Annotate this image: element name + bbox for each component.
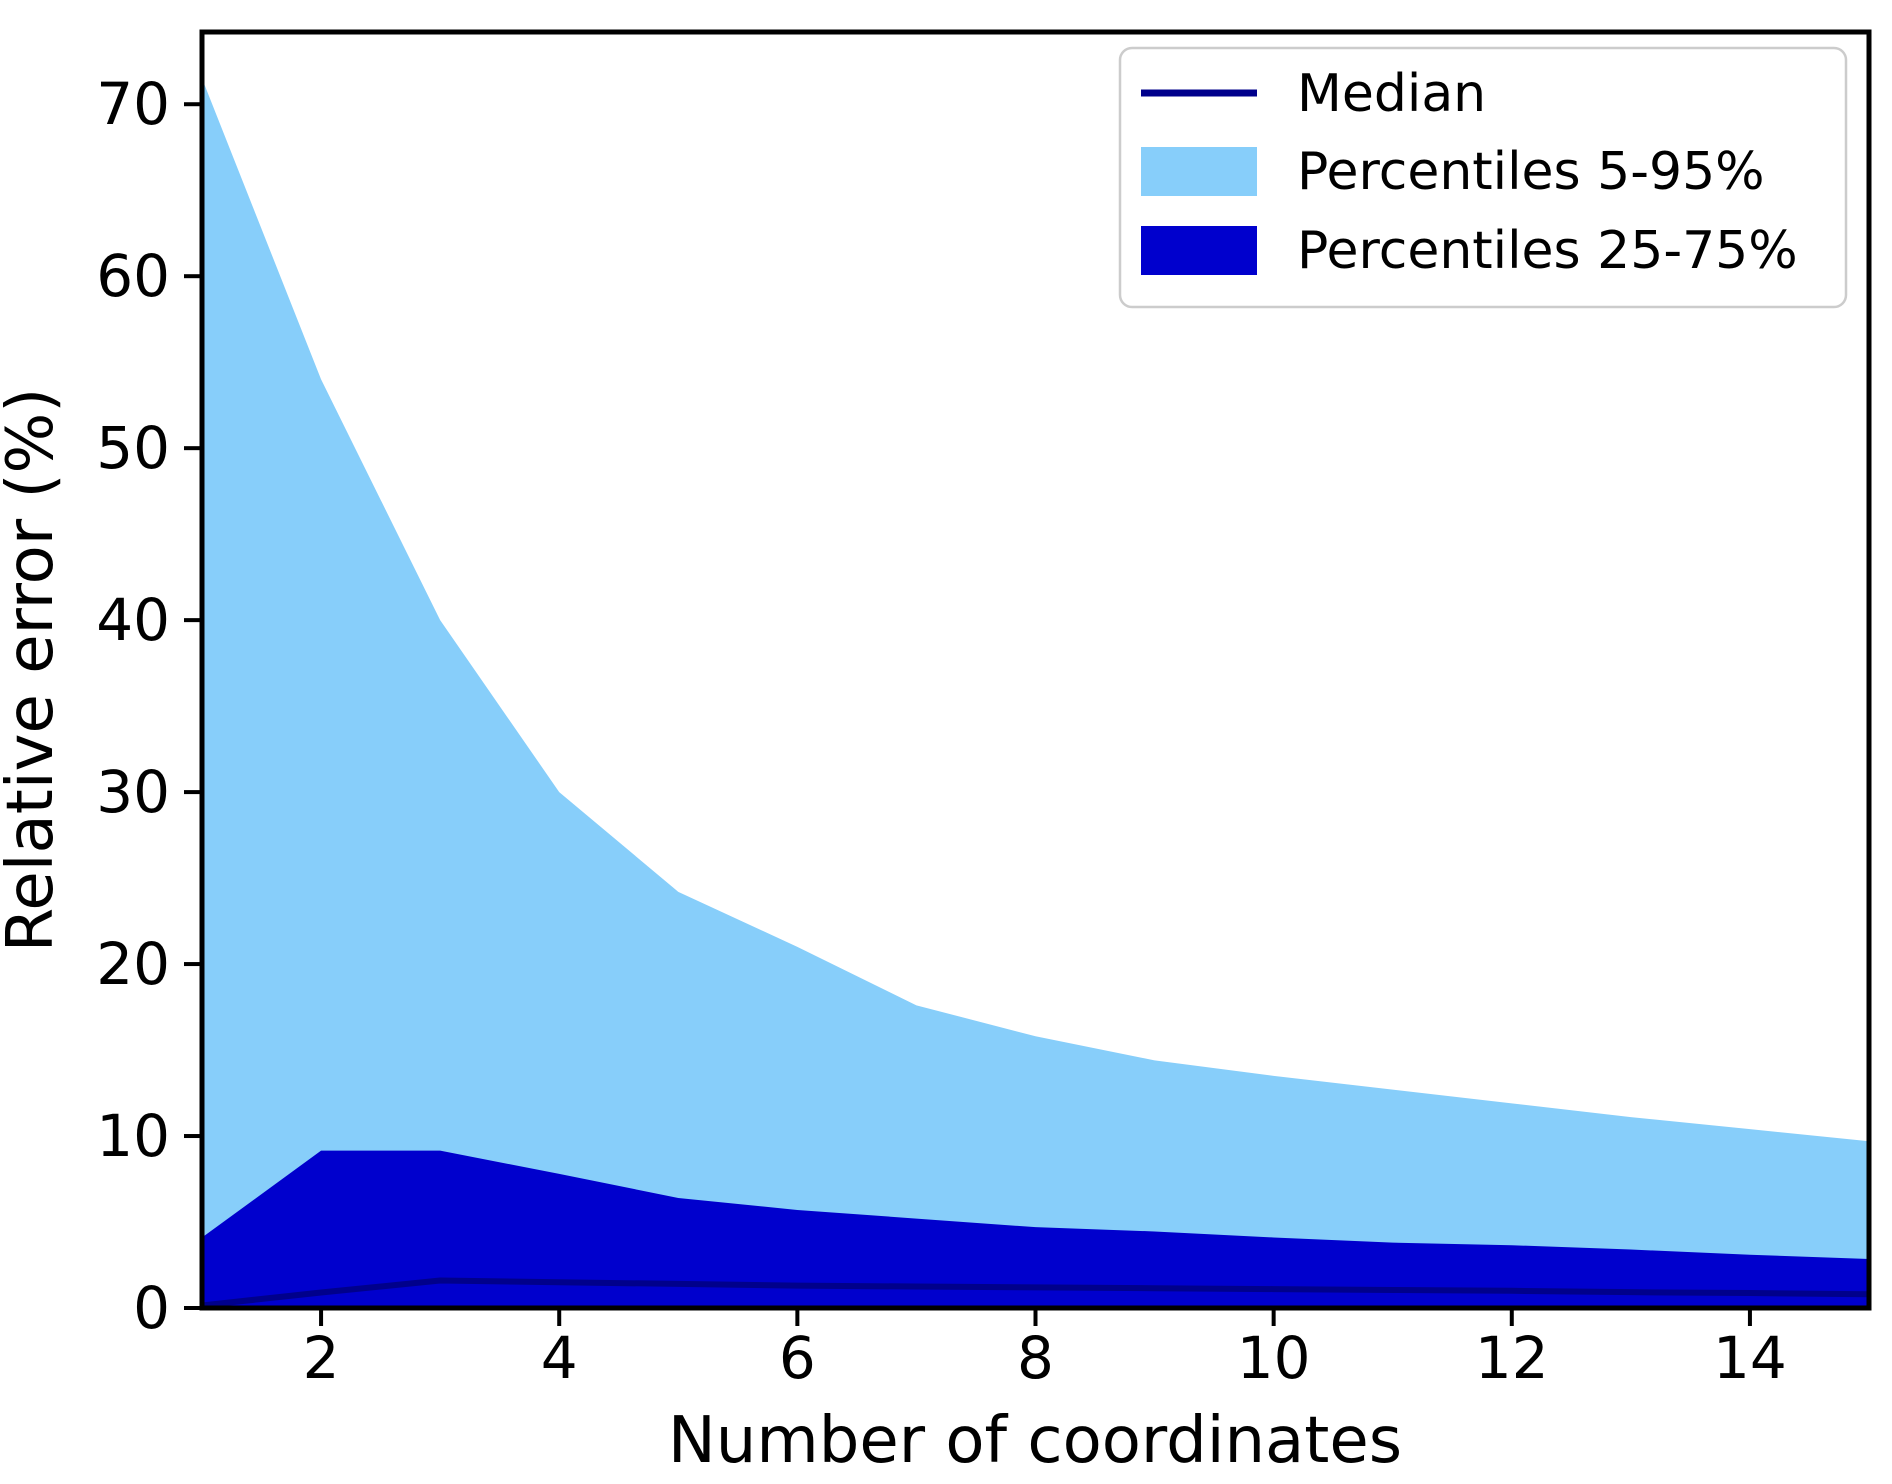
legend-median-label: Median <box>1297 64 1486 124</box>
x-tick-label: 6 <box>779 1324 816 1392</box>
y-tick-label: 70 <box>96 70 170 138</box>
y-tick-label: 30 <box>96 758 170 826</box>
x-tick-label: 14 <box>1713 1324 1787 1392</box>
y-tick-label: 60 <box>96 242 170 310</box>
legend-p25-75-label: Percentiles 25-75% <box>1297 221 1798 281</box>
series-layer <box>201 78 1870 1309</box>
x-tick-label: 2 <box>303 1324 340 1392</box>
plot-border <box>199 29 1872 1311</box>
x-tick-label: 8 <box>1017 1324 1054 1392</box>
legend-p5-95-label: Percentiles 5-95% <box>1297 142 1765 202</box>
y-tick-label: 10 <box>96 1102 170 1170</box>
y-tick-label: 20 <box>96 930 170 998</box>
y-axis-label: Relative error (%) <box>0 388 68 952</box>
line-median <box>201 1277 1870 1309</box>
legend-box <box>1118 46 1848 309</box>
band-percentiles-5-95- <box>202 78 1869 1308</box>
band-percentiles-25-75- <box>202 1150 1869 1307</box>
y-tick-label: 50 <box>96 414 170 482</box>
x-tick-label: 4 <box>541 1324 578 1392</box>
x-tick-label: 10 <box>1237 1324 1311 1392</box>
x-tick-label: 12 <box>1475 1324 1549 1392</box>
y-tick-label: 40 <box>96 586 170 654</box>
tick-layer: 2 4 6 8 10 12 14 0 10 20 30 40 50 60 70 <box>96 70 1787 1392</box>
legend-p25-75-swatch <box>1141 226 1257 275</box>
y-tick-label: 0 <box>133 1274 170 1342</box>
legend: Median Percentiles 5-95% Percentiles 25-… <box>1118 46 1848 309</box>
x-axis-label: Number of coordinates <box>668 1404 1402 1478</box>
legend-p5-95-swatch <box>1141 147 1257 196</box>
